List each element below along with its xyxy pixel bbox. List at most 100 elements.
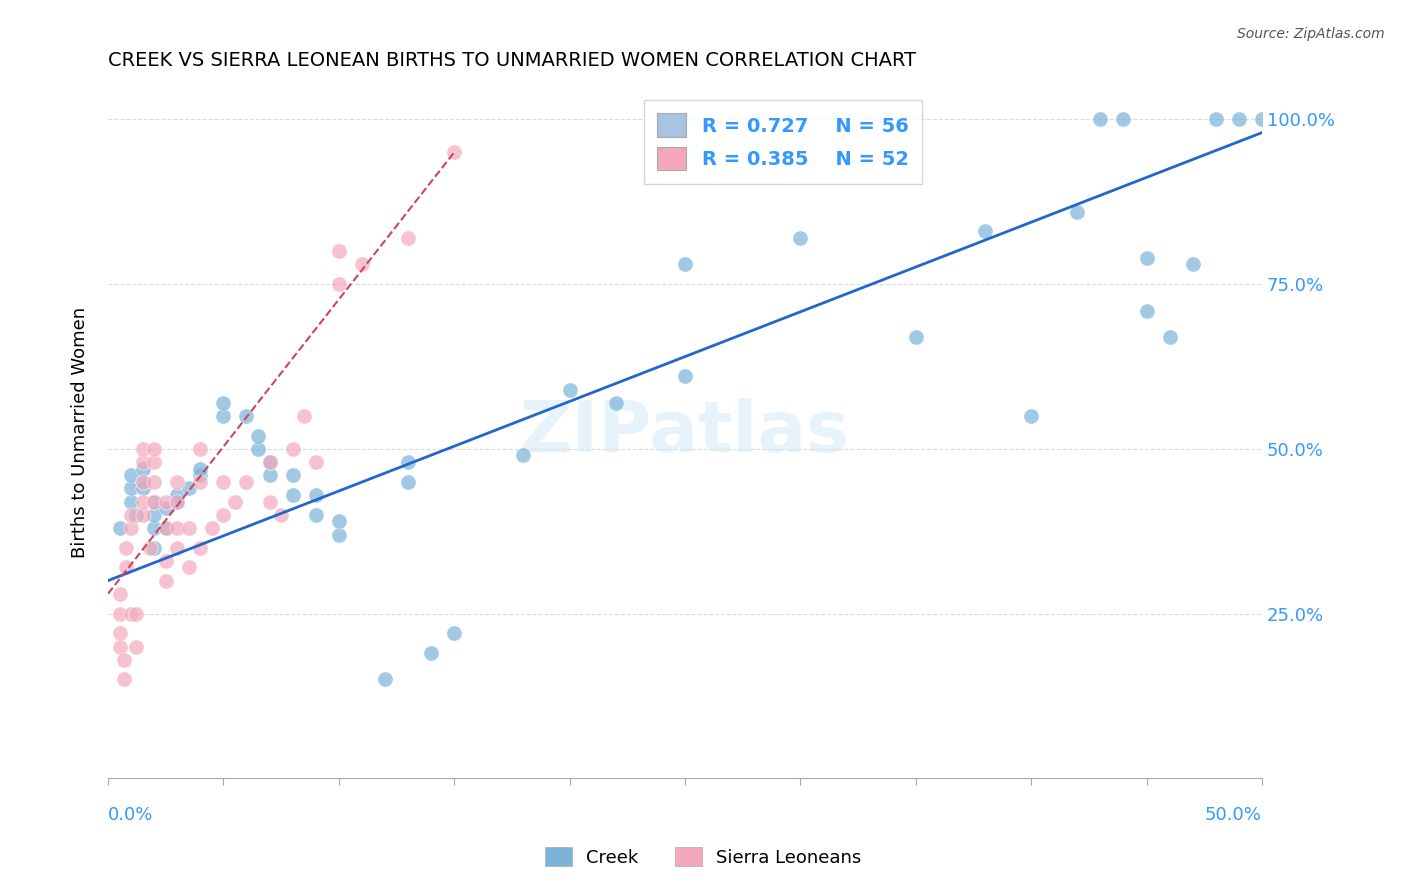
Point bbox=[673, 257, 696, 271]
Point bbox=[188, 461, 211, 475]
Point bbox=[396, 475, 419, 489]
Point bbox=[143, 521, 166, 535]
Y-axis label: Births to Unmarried Women: Births to Unmarried Women bbox=[72, 307, 89, 558]
Point bbox=[166, 494, 188, 508]
Point bbox=[143, 455, 166, 469]
Point bbox=[125, 508, 148, 522]
Point bbox=[131, 442, 153, 456]
Point bbox=[328, 527, 350, 541]
Point bbox=[305, 455, 328, 469]
Point bbox=[224, 494, 246, 508]
Point bbox=[120, 508, 142, 522]
Point bbox=[166, 475, 188, 489]
Point bbox=[420, 646, 443, 660]
Point bbox=[108, 521, 131, 535]
Legend: Creek, Sierra Leoneans: Creek, Sierra Leoneans bbox=[537, 840, 869, 874]
Point bbox=[155, 501, 177, 516]
Point bbox=[143, 494, 166, 508]
Point bbox=[131, 461, 153, 475]
Point bbox=[138, 541, 160, 555]
Point bbox=[108, 607, 131, 621]
Point bbox=[281, 488, 304, 502]
Point bbox=[281, 442, 304, 456]
Point bbox=[112, 673, 135, 687]
Point bbox=[281, 468, 304, 483]
Point bbox=[1019, 409, 1042, 423]
Point bbox=[188, 468, 211, 483]
Point bbox=[131, 494, 153, 508]
Point bbox=[1251, 112, 1274, 127]
Point bbox=[396, 231, 419, 245]
Point bbox=[108, 640, 131, 654]
Point bbox=[188, 541, 211, 555]
Point bbox=[120, 521, 142, 535]
Point bbox=[131, 475, 153, 489]
Point bbox=[1227, 112, 1250, 127]
Point bbox=[155, 494, 177, 508]
Point bbox=[143, 508, 166, 522]
Point bbox=[166, 488, 188, 502]
Point bbox=[270, 508, 292, 522]
Point bbox=[166, 521, 188, 535]
Point bbox=[374, 673, 396, 687]
Point bbox=[443, 626, 465, 640]
Point bbox=[1135, 251, 1157, 265]
Point bbox=[188, 442, 211, 456]
Point bbox=[246, 428, 269, 442]
Point bbox=[1181, 257, 1204, 271]
Point bbox=[1135, 303, 1157, 318]
Point bbox=[155, 521, 177, 535]
Point bbox=[212, 508, 235, 522]
Point bbox=[1090, 112, 1112, 127]
Point bbox=[188, 475, 211, 489]
Point bbox=[131, 508, 153, 522]
Point bbox=[512, 449, 534, 463]
Point bbox=[212, 409, 235, 423]
Point bbox=[120, 607, 142, 621]
Point bbox=[259, 455, 281, 469]
Point bbox=[131, 482, 153, 496]
Point bbox=[1205, 112, 1227, 127]
Point bbox=[143, 541, 166, 555]
Point bbox=[155, 521, 177, 535]
Point bbox=[115, 560, 138, 574]
Point bbox=[673, 369, 696, 384]
Point bbox=[789, 231, 811, 245]
Point bbox=[443, 145, 465, 160]
Point bbox=[246, 442, 269, 456]
Point bbox=[166, 494, 188, 508]
Point bbox=[605, 396, 627, 410]
Point bbox=[558, 383, 581, 397]
Point bbox=[328, 514, 350, 528]
Point bbox=[112, 653, 135, 667]
Point bbox=[305, 508, 328, 522]
Point bbox=[177, 560, 200, 574]
Point bbox=[1112, 112, 1135, 127]
Point bbox=[1066, 204, 1088, 219]
Point bbox=[115, 541, 138, 555]
Text: 50.0%: 50.0% bbox=[1205, 805, 1263, 824]
Point bbox=[131, 455, 153, 469]
Point bbox=[974, 224, 997, 238]
Point bbox=[259, 468, 281, 483]
Point bbox=[108, 626, 131, 640]
Point bbox=[350, 257, 373, 271]
Point bbox=[212, 396, 235, 410]
Point bbox=[120, 494, 142, 508]
Point bbox=[143, 475, 166, 489]
Point bbox=[305, 488, 328, 502]
Point bbox=[155, 554, 177, 568]
Text: ZIPatlas: ZIPatlas bbox=[520, 398, 851, 467]
Point bbox=[292, 409, 315, 423]
Point bbox=[1159, 330, 1181, 344]
Point bbox=[155, 574, 177, 588]
Legend: R = 0.727    N = 56, R = 0.385    N = 52: R = 0.727 N = 56, R = 0.385 N = 52 bbox=[644, 100, 922, 184]
Point bbox=[108, 587, 131, 601]
Point bbox=[177, 482, 200, 496]
Point bbox=[259, 494, 281, 508]
Point bbox=[235, 409, 257, 423]
Point bbox=[201, 521, 224, 535]
Point bbox=[120, 468, 142, 483]
Point bbox=[904, 330, 927, 344]
Point bbox=[396, 455, 419, 469]
